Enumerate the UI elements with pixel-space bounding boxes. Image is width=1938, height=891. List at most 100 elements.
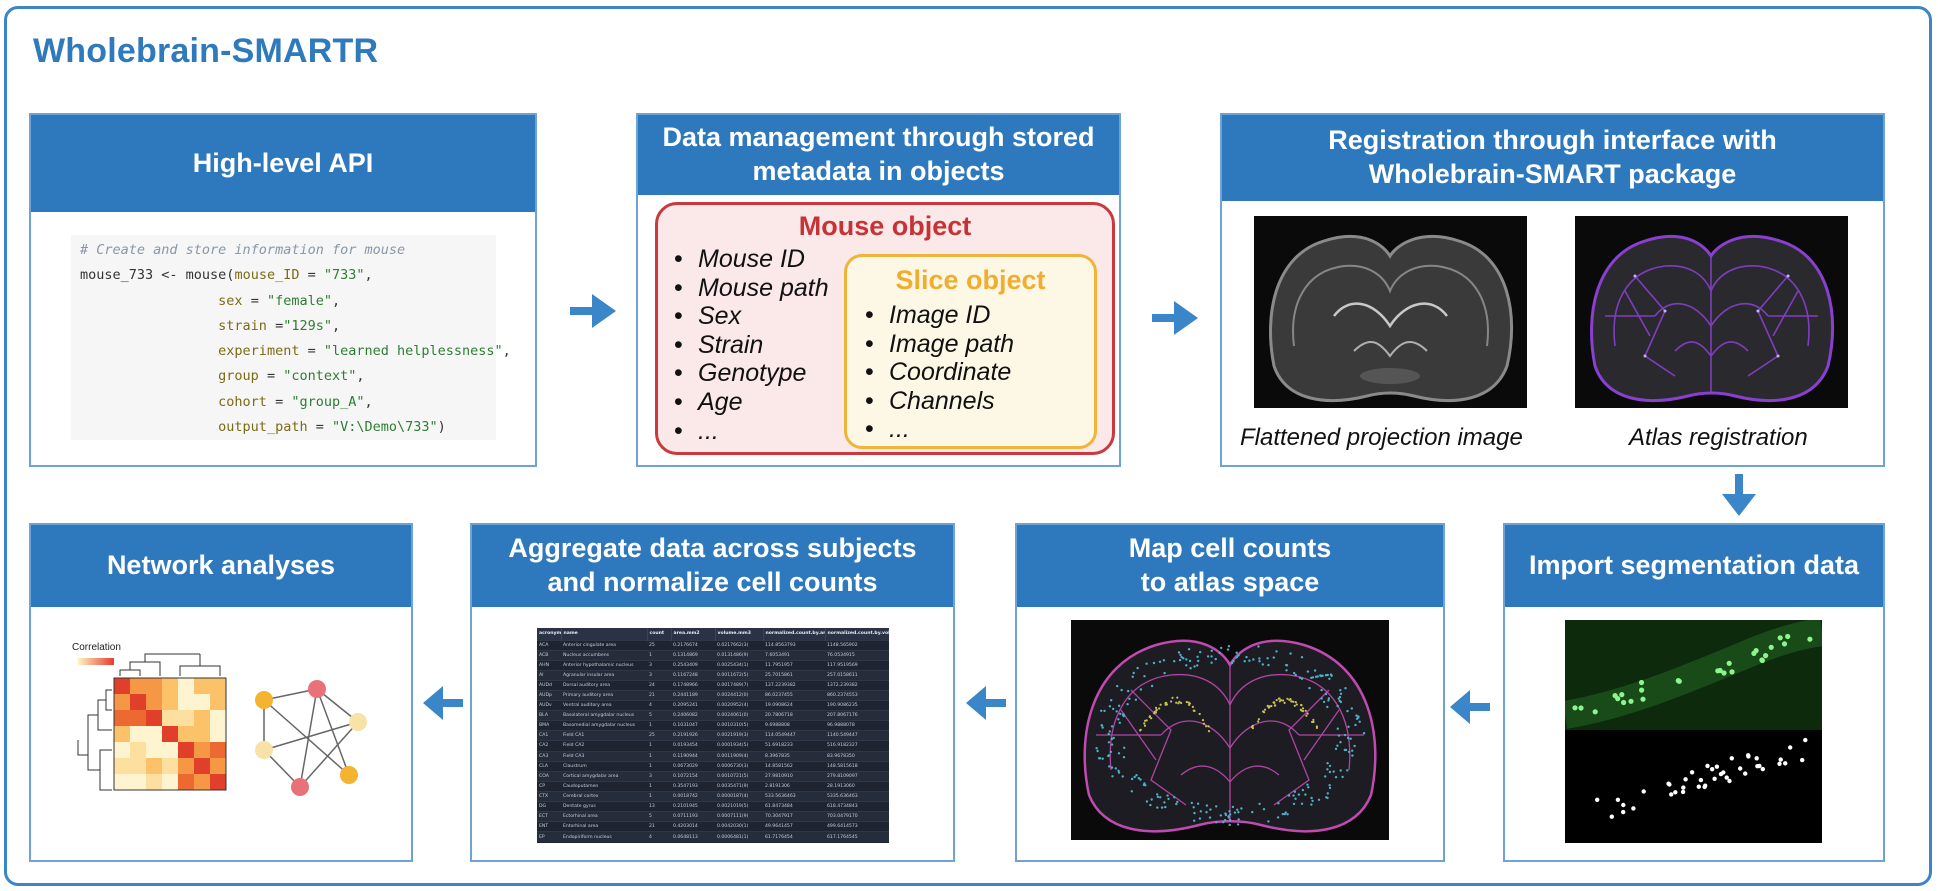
table-cell: 617.1764545: [825, 831, 889, 842]
table-cell: 0.0017489(7): [715, 679, 763, 691]
table-cell: 0.0711193: [671, 811, 715, 822]
table-cell: 21: [647, 821, 671, 832]
slice-object-title: Slice object: [895, 265, 1046, 295]
table-cell: 7.6053491: [763, 649, 825, 661]
table-cell: CA1: [537, 730, 561, 741]
table-cell: 0.2441189: [671, 689, 715, 701]
table-cell: ACA: [537, 639, 561, 651]
table-row: CTX Cerebral cortex 1 0.0018742 0.0000187(4)…: [537, 790, 889, 802]
table-cell: 1: [647, 780, 671, 792]
table-cell: 61.8473484: [763, 800, 825, 812]
table-cell: CP: [537, 780, 561, 792]
table-cell: 0.0021019(5): [715, 800, 763, 812]
table-row: CA1 Field CA1 25 0.2191926 0.0021919(3) 114.0…: [537, 730, 889, 741]
table-cell: 0.1031047: [671, 720, 715, 731]
aggregated-data-table: acronym name count area.mm2 volume.mm3 normal…: [537, 628, 889, 843]
table-row: CLA Claustrum 1 0.0673029 0.0006730(3) 14.858…: [537, 760, 889, 772]
table-cell: Field CA3: [561, 750, 647, 762]
list-item: Channels: [857, 387, 1014, 416]
table-cell: Field CA2: [561, 740, 647, 752]
table-cell: 137.2239382: [763, 679, 825, 691]
table-cell: 28.1913060: [825, 780, 889, 792]
list-item: ...: [857, 415, 1014, 444]
table-cell: 0.0648113: [671, 831, 715, 842]
table-cell: 0.1314869: [671, 649, 715, 661]
table-cell: Dorsal auditory area: [561, 679, 647, 691]
table-cell: 1: [647, 740, 671, 752]
table-cell: 3: [647, 659, 671, 671]
table-cell: COA: [537, 770, 561, 782]
table-cell: 0.2191926: [671, 730, 715, 741]
table-cell: Cortical amygdalar area: [561, 770, 647, 782]
table-row: BMA Basomedial amygdalar nucleus 1 0.103104…: [537, 720, 889, 731]
registration-panel-title: Registration through interface with Whol…: [1222, 115, 1883, 201]
table-cell: 0.0131486(9): [715, 649, 763, 661]
table-cell: ECT: [537, 811, 561, 822]
table-cell: Basomedial amygdalar nucleus: [561, 720, 647, 731]
table-header-cell: count: [647, 628, 672, 640]
table-cell: 5: [647, 811, 671, 822]
table-cell: Cerebral cortex: [561, 790, 647, 802]
table-cell: AHN: [537, 659, 561, 671]
table-cell: 0.0011672(5): [715, 669, 763, 681]
list-item: Image ID: [857, 301, 1014, 330]
table-row: DG Dentate gyrus 13 0.2101945 0.0021019(5) 61…: [537, 800, 889, 812]
table-cell: 3: [647, 770, 671, 782]
table-row: CA3 Field CA3 1 0.1190944 0.0011909(4) 8.3967…: [537, 750, 889, 762]
table-cell: Claustrum: [561, 760, 647, 772]
table-cell: 0.0042030(1): [715, 821, 763, 832]
table-cell: 0.0010310(5): [715, 720, 763, 731]
table-cell: Anterior cingulate area: [561, 639, 647, 651]
atlas-cell-map-image: [1071, 620, 1389, 840]
table-row: AUDd Dorsal auditory area 24 0.1748966 0.001…: [537, 679, 889, 691]
slice-object-list: Image IDImage pathCoordinateChannels...: [857, 301, 1014, 444]
table-cell: 148.5815618: [825, 760, 889, 772]
table-cell: 0.0035471(9): [715, 780, 763, 792]
table-cell: 860.2374553: [825, 689, 889, 701]
table-cell: 8.3967835: [763, 750, 825, 762]
segmentation-mask-image: [1565, 730, 1822, 843]
arrow-left-2: [966, 686, 1006, 720]
table-cell: CLA: [537, 760, 561, 772]
mapping-panel-title: Map cell counts to atlas space: [1017, 525, 1443, 607]
table-cell: 516.9182327: [825, 740, 889, 752]
table-cell: AUDd: [537, 679, 561, 691]
table-cell: 0.2406082: [671, 710, 715, 721]
table-cell: 279.8109097: [825, 770, 889, 782]
table-cell: 4: [647, 700, 671, 711]
table-row: COA Cortical amygdalar area 3 0.1072154 0.00…: [537, 770, 889, 782]
table-cell: 0.0021919(3): [715, 730, 763, 741]
mouse-object-title: Mouse object: [798, 211, 972, 241]
list-item: Coordinate: [857, 358, 1014, 387]
arrow-right-2: [1152, 301, 1198, 335]
table-cell: ENT: [537, 821, 561, 832]
table-cell: 0.0006730(3): [715, 760, 763, 772]
table-cell: 2.8191306: [763, 780, 825, 792]
table-cell: 0.0193454: [671, 740, 715, 752]
table-cell: 0.2101945: [671, 800, 715, 812]
table-cell: AUDv: [537, 700, 561, 711]
table-cell: CA2: [537, 740, 561, 752]
table-cell: 3: [647, 669, 671, 681]
list-item: Image path: [857, 330, 1014, 359]
table-cell: 70.3047917: [763, 811, 825, 822]
table-cell: 0.0024061(0): [715, 710, 763, 721]
list-item: Genotype: [666, 359, 829, 388]
code-line: experiment = "learned helplessness",: [218, 343, 511, 360]
arrow-right-1: [570, 294, 616, 328]
table-row: AI Agranular insular area 3 0.1167248 0.0011…: [537, 669, 889, 681]
table-cell: 1: [647, 720, 671, 731]
table-cell: AUDp: [537, 689, 561, 701]
correlation-label: Correlation: [72, 642, 121, 653]
table-cell: 0.2176674: [671, 639, 715, 651]
table-header-cell: volume.mm3: [715, 628, 764, 640]
table-cell: Endopiriform nucleus: [561, 831, 647, 842]
table-cell: DG: [537, 800, 561, 812]
table-cell: 1148.565902: [825, 639, 889, 651]
table-cell: ACB: [537, 649, 561, 661]
table-cell: BLA: [537, 710, 561, 721]
table-cell: AI: [537, 669, 561, 681]
table-cell: 25: [647, 639, 671, 651]
table-cell: 0.0018742: [671, 790, 715, 802]
table-cell: Dentate gyrus: [561, 800, 647, 812]
